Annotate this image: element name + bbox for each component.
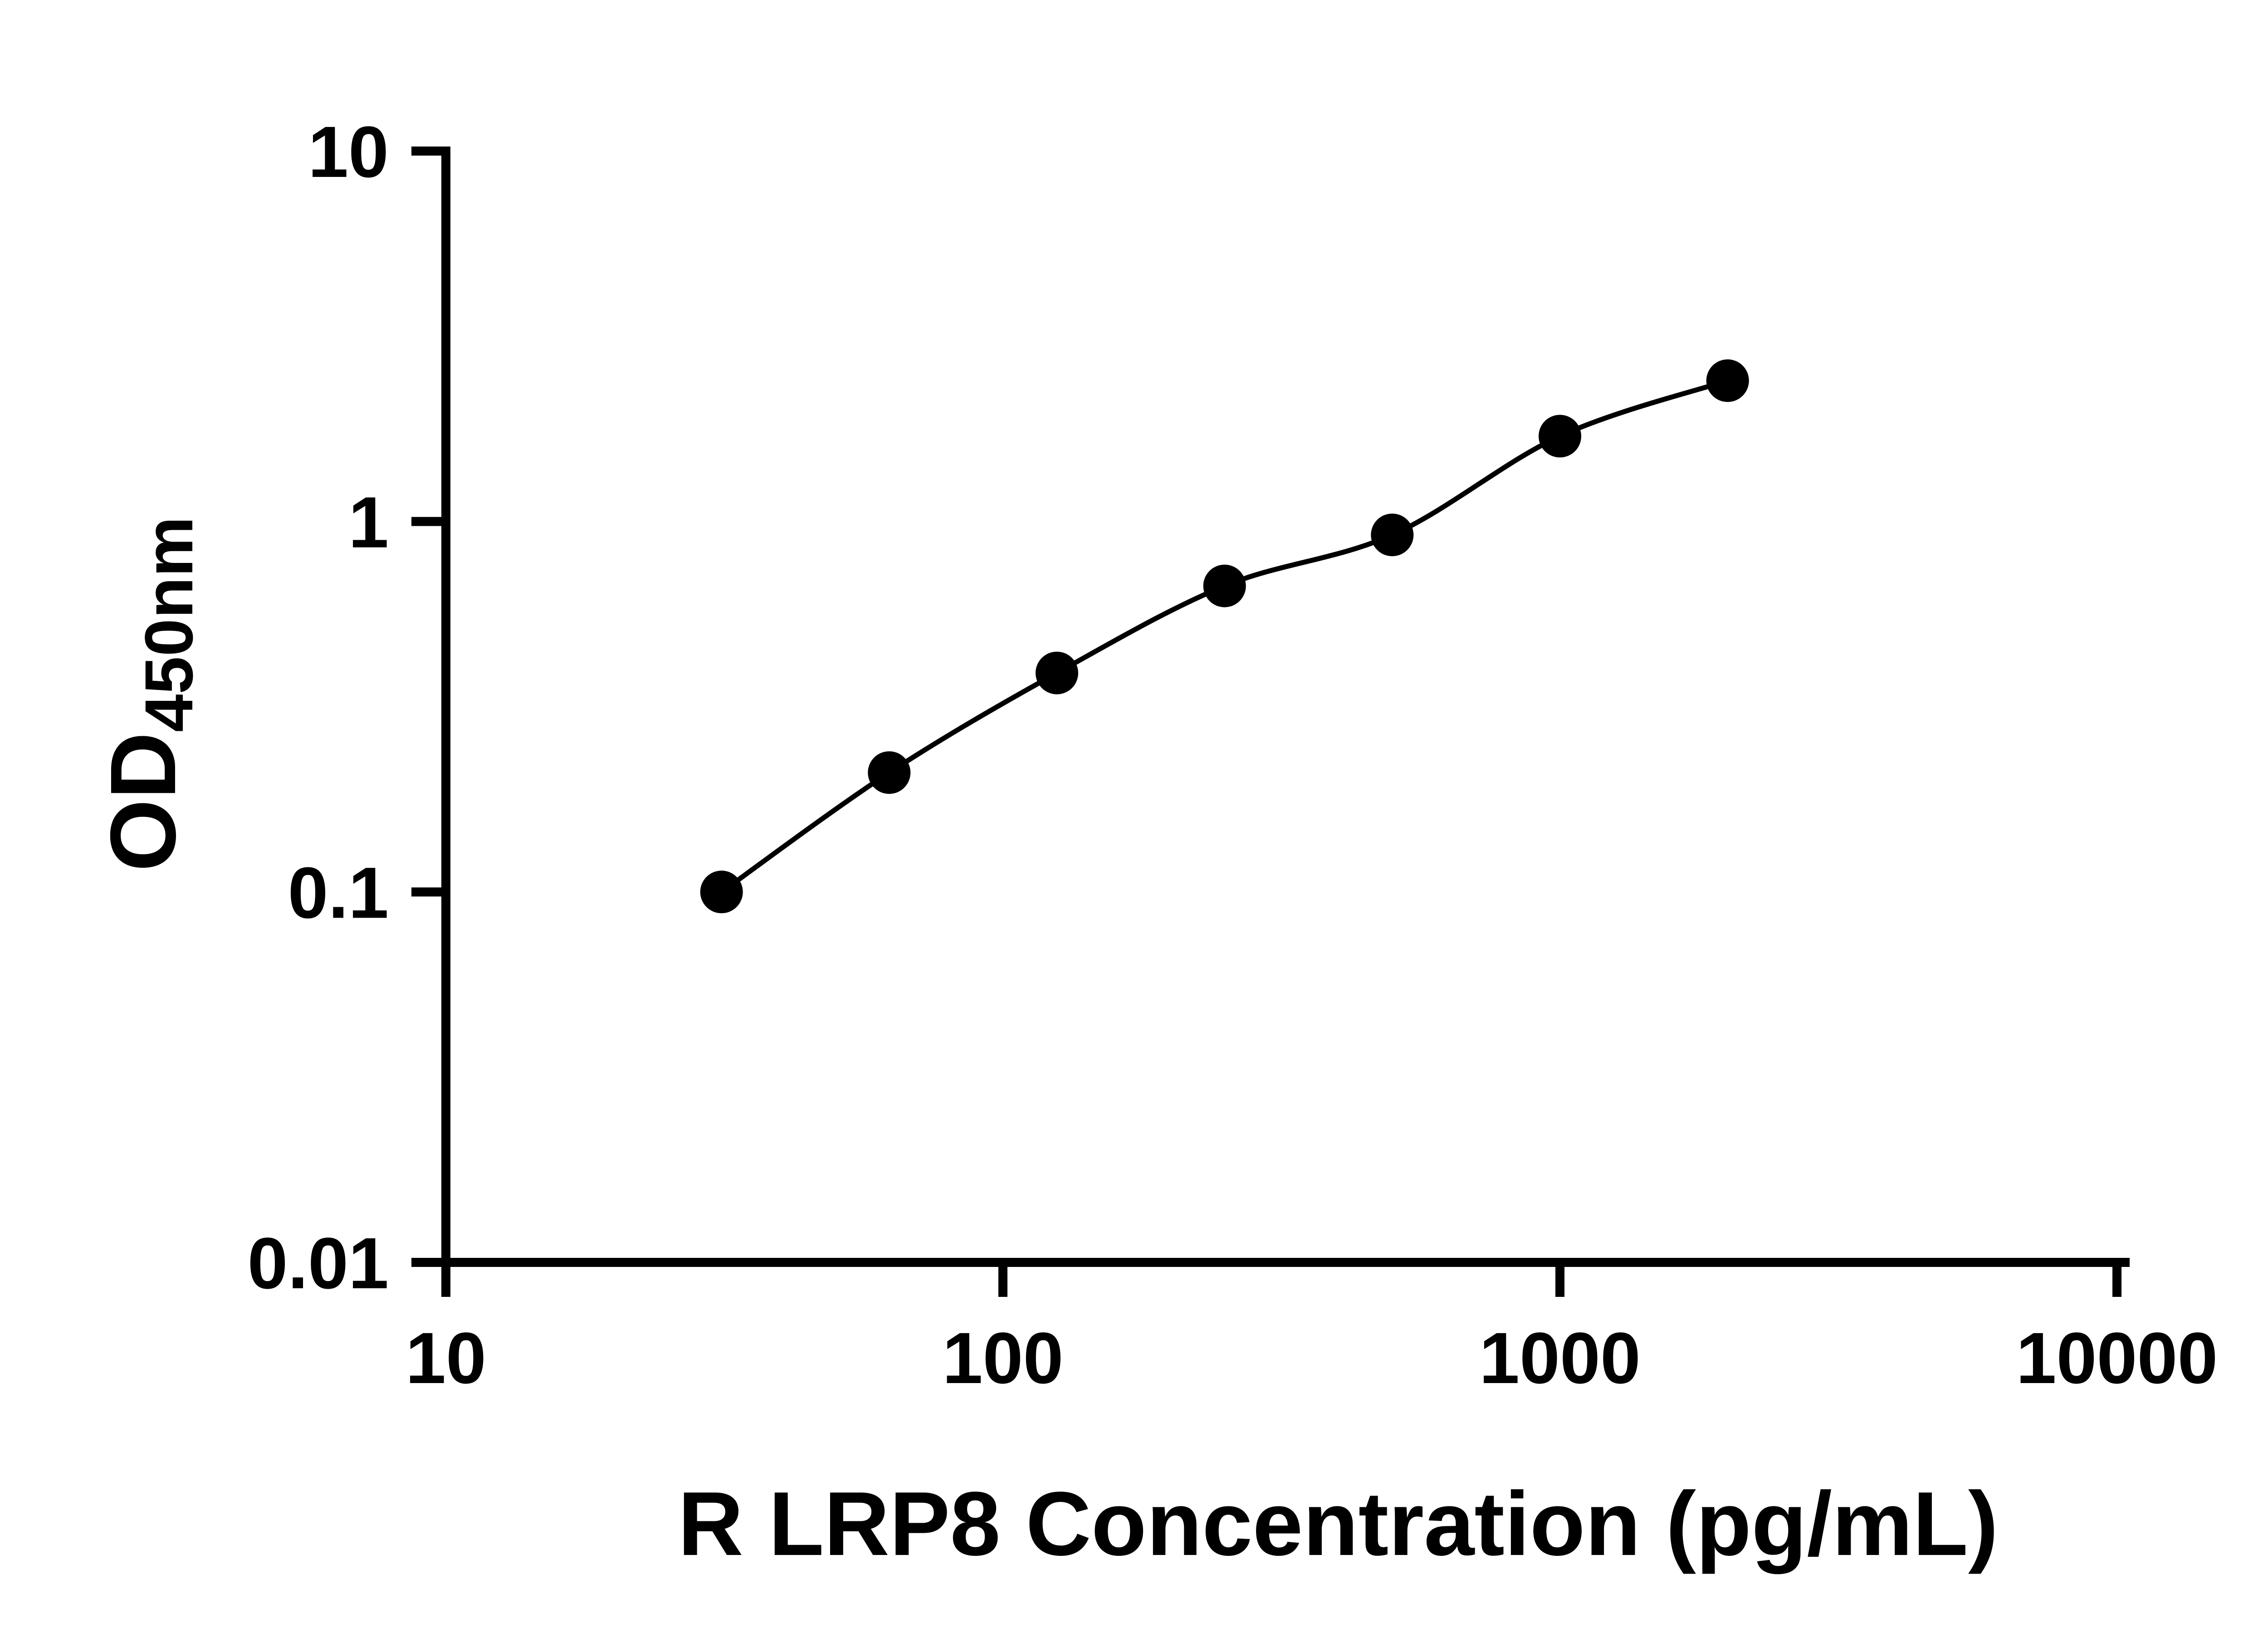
y-axis-title: OD450nm bbox=[91, 517, 207, 872]
data-point bbox=[1539, 415, 1581, 458]
x-tick-label: 1000 bbox=[1479, 1317, 1641, 1398]
data-point bbox=[868, 751, 911, 794]
y-tick-label: 1 bbox=[348, 482, 389, 563]
x-tick-label: 100 bbox=[943, 1317, 1064, 1398]
data-point bbox=[1371, 513, 1414, 557]
y-tick-label: 0.1 bbox=[288, 852, 389, 933]
y-tick-label: 10 bbox=[308, 111, 389, 192]
x-tick-label: 10000 bbox=[2016, 1317, 2218, 1398]
x-axis-title: R LRP8 Concentration (pg/mL) bbox=[678, 1473, 1999, 1574]
y-axis-title-sub: 450nm bbox=[131, 516, 207, 732]
x-tick-label: 10 bbox=[406, 1317, 486, 1398]
y-tick-label: 0.01 bbox=[248, 1222, 389, 1304]
data-point bbox=[700, 870, 743, 914]
y-axis-title-main: OD bbox=[91, 732, 195, 872]
fit-curve bbox=[720, 378, 1729, 894]
data-point bbox=[1203, 564, 1246, 607]
data-point bbox=[1036, 651, 1078, 694]
data-point bbox=[1706, 359, 1749, 402]
